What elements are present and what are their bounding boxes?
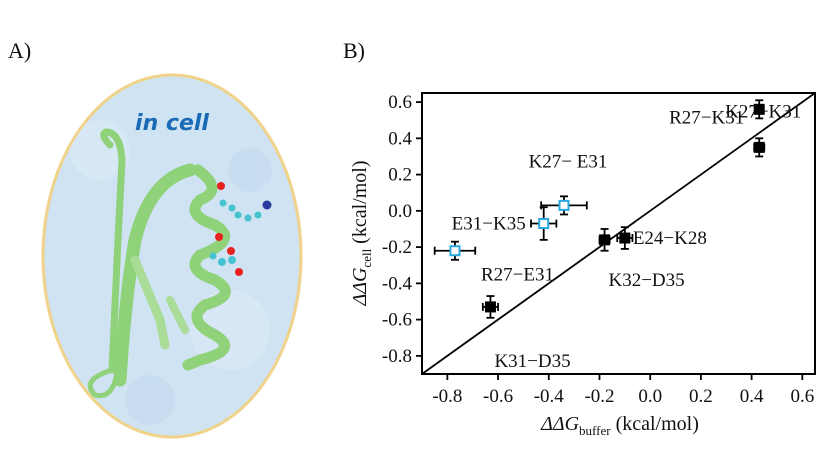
point-label: R27−E31 xyxy=(481,265,554,286)
y-tick-label: -0.8 xyxy=(382,346,412,367)
data-point: K32−D35 xyxy=(598,228,685,291)
y-tick-label: 0.6 xyxy=(388,92,412,113)
x-tick-label: -0.6 xyxy=(483,386,513,407)
x-tick-label: 0.2 xyxy=(689,386,713,407)
in-cell-caption: in cell xyxy=(135,111,209,136)
filled-square-marker xyxy=(753,103,765,115)
y-axis-label: ΔΔGcell (kcal/mol) xyxy=(349,161,374,307)
x-tick-label: -0.8 xyxy=(432,386,462,407)
data-point: R27−E31 xyxy=(433,240,554,286)
reference-line-y-equals-x xyxy=(421,92,816,375)
point-label: R27−K31 xyxy=(669,107,744,128)
panel-b-label: B) xyxy=(343,38,365,63)
x-tick-label: 0.0 xyxy=(638,386,662,407)
x-axis-label: ΔΔGbuffer (kcal/mol) xyxy=(540,413,699,438)
y-label-unit: (kcal/mol) xyxy=(349,161,371,249)
data-point: K27−K31 xyxy=(725,101,801,158)
filled-square-marker xyxy=(619,232,631,244)
plot-frame xyxy=(421,92,816,375)
y-label-main: ΔΔG xyxy=(349,267,371,306)
protein-ribbon xyxy=(87,128,231,399)
x-label-main: ΔΔG xyxy=(540,413,579,435)
y-tick-label: -0.6 xyxy=(382,310,412,331)
point-label: K31−D35 xyxy=(494,351,570,372)
data-point: E24−K28 xyxy=(616,226,707,250)
x-label-sub: buffer xyxy=(579,423,611,438)
point-label: E31−K35 xyxy=(452,214,526,235)
y-tick-label: 0.4 xyxy=(388,128,412,149)
data-point: E31−K35 xyxy=(452,206,558,241)
y-tick-label: -0.2 xyxy=(382,237,412,258)
open-square-marker xyxy=(449,245,461,257)
y-tick-label: 0.2 xyxy=(388,165,412,186)
x-tick-label: -0.2 xyxy=(584,386,614,407)
filled-square-marker xyxy=(599,234,611,246)
data-point: K27− E31 xyxy=(529,151,608,216)
data-point: K31−D35 xyxy=(481,295,571,372)
x-tick-label: -0.4 xyxy=(534,386,565,407)
open-square-marker xyxy=(538,218,550,230)
point-label: K32−D35 xyxy=(608,270,684,291)
data-point: R27−K31 xyxy=(669,99,765,128)
filled-square-marker xyxy=(484,301,496,313)
x-label-unit: (kcal/mol) xyxy=(611,413,699,435)
y-tick-label: -0.4 xyxy=(382,273,413,294)
filled-square-marker xyxy=(753,141,765,153)
point-label: K27− E31 xyxy=(529,151,608,172)
y-tick-label: 0.0 xyxy=(388,201,412,222)
panel-a-label: A) xyxy=(8,38,32,63)
x-tick-label: 0.6 xyxy=(790,386,814,407)
protein-illustration: in cell xyxy=(41,73,303,439)
open-square-marker xyxy=(558,199,570,211)
cell-ellipse xyxy=(41,73,303,439)
side-chains xyxy=(209,182,272,276)
point-label: E24−K28 xyxy=(633,228,707,249)
y-label-sub: cell xyxy=(359,248,374,267)
cell-texture xyxy=(70,120,272,425)
point-label: K27−K31 xyxy=(725,101,801,122)
x-tick-label: 0.4 xyxy=(740,386,764,407)
